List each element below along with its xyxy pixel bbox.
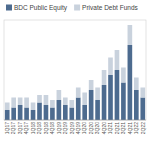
legend-swatch	[6, 5, 12, 11]
bar	[76, 88, 81, 98]
bar	[82, 93, 87, 106]
x-tick-label: 2Q22	[140, 122, 146, 134]
plot-frame	[4, 20, 146, 120]
x-tick-label: 4Q17	[23, 122, 29, 134]
x-tick-label: 1Q17	[4, 122, 10, 134]
bar	[18, 105, 23, 120]
bar	[11, 108, 16, 121]
bar	[121, 83, 126, 121]
bar	[89, 90, 94, 120]
x-tick-label: 3Q21	[120, 122, 126, 134]
chart-svg: 1Q172Q173Q174Q171Q182Q183Q184Q181Q192Q19…	[0, 0, 150, 150]
bar	[57, 90, 62, 100]
bar	[5, 103, 10, 111]
bar	[121, 68, 126, 83]
bar	[115, 70, 120, 120]
bar	[31, 103, 36, 111]
legend-swatch	[74, 5, 80, 11]
x-tick-label: 4Q18	[49, 122, 55, 134]
bar	[102, 85, 107, 120]
chart-container: 1Q172Q173Q174Q171Q182Q183Q184Q181Q192Q19…	[0, 0, 150, 150]
bar	[128, 25, 133, 45]
bar	[50, 100, 55, 108]
bar	[50, 108, 55, 121]
bar	[44, 95, 49, 105]
bar	[37, 103, 42, 121]
bar	[95, 100, 100, 120]
bar	[69, 100, 74, 108]
x-tick-label: 4Q19	[75, 122, 81, 134]
bar	[11, 98, 16, 108]
bar	[128, 45, 133, 120]
x-tick-label: 1Q20	[81, 122, 87, 134]
bar	[140, 98, 145, 121]
bar	[24, 98, 29, 108]
x-tick-label: 4Q20	[101, 122, 107, 134]
bar	[108, 58, 113, 76]
bar	[115, 50, 120, 70]
bar	[44, 105, 49, 120]
x-tick-label: 1Q19	[56, 122, 62, 134]
bar	[18, 98, 23, 106]
bar	[63, 98, 68, 106]
x-tick-label: 4Q21	[127, 122, 133, 134]
bar	[134, 90, 139, 120]
bar	[108, 75, 113, 120]
bar	[5, 110, 10, 120]
bar	[89, 80, 94, 90]
bar	[102, 70, 107, 85]
bars	[5, 25, 145, 120]
legend-label: BDC Public Equity	[14, 4, 68, 12]
x-tick-label: 1Q22	[133, 122, 139, 134]
x-tick-label: 3Q17	[17, 122, 23, 134]
x-tick-label: 2Q21	[114, 122, 120, 134]
x-tick-label: 3Q19	[69, 122, 75, 134]
bar	[37, 95, 42, 103]
x-tick-label: 3Q18	[43, 122, 49, 134]
bar	[31, 110, 36, 120]
x-tick-label: 2Q19	[62, 122, 68, 134]
x-axis	[4, 120, 146, 121]
x-tick-label: 3Q20	[94, 122, 100, 134]
bar	[95, 88, 100, 101]
x-tick-label: 2Q18	[36, 122, 42, 134]
x-tick-label: 1Q18	[30, 122, 36, 134]
bar	[76, 98, 81, 121]
legend-label: Private Debt Funds	[82, 4, 138, 11]
bar	[134, 78, 139, 91]
bar	[82, 105, 87, 120]
x-tick-label: 2Q17	[10, 122, 16, 134]
bar	[57, 100, 62, 120]
x-tick-label: 1Q21	[107, 122, 113, 134]
bar	[69, 108, 74, 121]
bar	[140, 88, 145, 98]
bar	[63, 105, 68, 120]
x-tick-label: 2Q20	[88, 122, 94, 134]
bar	[24, 108, 29, 121]
